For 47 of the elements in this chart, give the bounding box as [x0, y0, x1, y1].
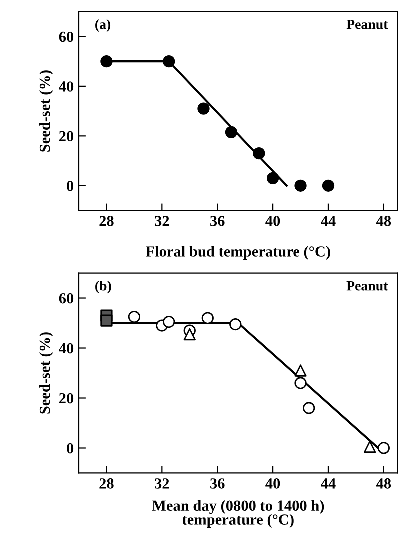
y-axis-title: Seed-set (%)	[39, 70, 54, 152]
point	[378, 442, 390, 454]
point	[198, 102, 210, 115]
point	[225, 126, 238, 139]
x-tick-label: 40	[266, 478, 280, 489]
x-tick-label: 32	[155, 216, 170, 226]
point	[128, 310, 141, 324]
point	[163, 56, 176, 68]
x-tick-label: 44	[321, 216, 336, 226]
point	[294, 180, 307, 192]
point	[266, 172, 280, 185]
point	[184, 328, 196, 341]
y-tick-label: 60	[59, 293, 74, 304]
point	[364, 440, 376, 454]
point	[100, 56, 113, 68]
y-tick-label: 0	[67, 443, 74, 454]
x-axis-title: Floral bud temperature (°C)	[146, 246, 330, 260]
y-tick-label: 40	[59, 82, 74, 92]
x-tick-label: 32	[155, 478, 170, 489]
x-tick-label: 48	[376, 216, 392, 226]
annotation: (a)	[96, 19, 111, 32]
point	[163, 316, 176, 328]
y-tick-label: 20	[60, 131, 74, 142]
annotation: Peanut	[346, 20, 388, 30]
y-tick-label: 0	[67, 181, 74, 192]
y-axis-title: Seed-set (%)	[39, 332, 54, 414]
point	[294, 377, 307, 390]
x-tick-label: 36	[210, 478, 225, 489]
x-tick-label: 28	[100, 216, 114, 226]
x-tick-label: 28	[100, 478, 114, 489]
point	[253, 147, 266, 160]
point	[202, 312, 214, 324]
y-tick-label: 60	[59, 32, 74, 42]
point	[230, 318, 242, 331]
point	[322, 180, 335, 192]
x-tick-label: 48	[376, 478, 392, 489]
point	[294, 364, 307, 377]
annotation: Peanut	[346, 282, 388, 291]
y-tick-label: 20	[60, 393, 74, 404]
point	[303, 402, 316, 414]
x-tick-label: 40	[266, 216, 280, 226]
annotation: (b)	[96, 280, 112, 294]
x-tick-label: 36	[210, 216, 225, 226]
point	[100, 314, 113, 327]
x-tick-label: 44	[321, 478, 336, 489]
y-tick-label: 40	[59, 343, 74, 354]
x-axis-title: Mean day (0800 to 1400 h) temperature (°C)	[152, 500, 324, 528]
